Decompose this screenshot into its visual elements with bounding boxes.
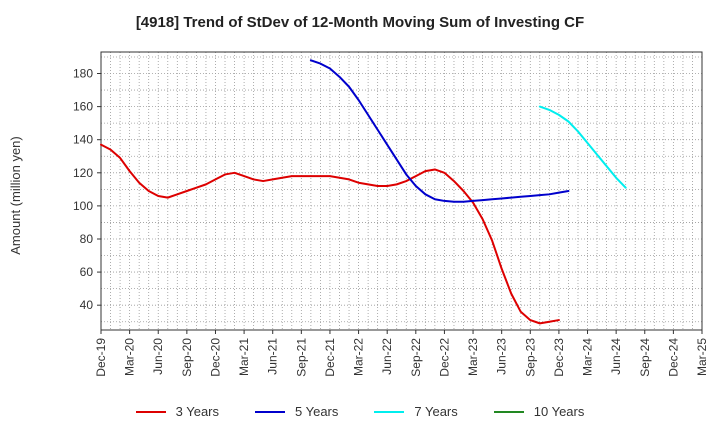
x-tick-label: Mar-21	[237, 338, 251, 376]
x-tick-label: Sep-20	[180, 338, 194, 377]
legend-item: 3 Years	[135, 404, 219, 419]
legend-label: 3 Years	[175, 404, 219, 419]
y-tick-label: 180	[73, 67, 93, 81]
y-tick-label: 40	[80, 298, 94, 312]
x-tick-label: Dec-23	[552, 338, 566, 377]
legend-swatch	[135, 410, 166, 413]
x-tick-label: Jun-21	[266, 338, 280, 375]
legend-item: 5 Years	[255, 404, 338, 419]
legend-label: 7 Years	[414, 404, 458, 419]
x-tick-label: Dec-21	[323, 338, 337, 377]
x-tick-label: Jun-24	[609, 338, 623, 375]
x-tick-label: Mar-22	[352, 338, 366, 376]
legend-swatch	[493, 410, 524, 413]
series-line	[309, 59, 570, 203]
chart-title: [4918] Trend of StDev of 12-Month Moving…	[135, 14, 585, 31]
x-tick-label: Mar-23	[466, 338, 480, 376]
legend-label: 5 Years	[295, 404, 339, 419]
chart-legend: 3 Years 5 Years 7 Years 10 Years	[0, 404, 720, 419]
x-tick-label: Sep-22	[409, 338, 423, 377]
x-tick-label: Sep-24	[638, 338, 652, 377]
y-tick-label: 160	[73, 100, 93, 114]
x-tick-label: Dec-24	[666, 338, 680, 377]
legend-swatch	[374, 410, 405, 413]
x-tick-label: Sep-23	[523, 338, 537, 377]
legend-item: 10 Years	[493, 404, 585, 419]
y-tick-label: 60	[80, 265, 94, 279]
plot-background	[101, 52, 702, 330]
x-tick-label: Jun-20	[151, 338, 165, 375]
x-tick-label: Jun-23	[495, 338, 509, 375]
y-tick-label: 120	[73, 166, 93, 180]
x-tick-label: Mar-20	[123, 338, 137, 376]
x-tick-label: Jun-22	[380, 338, 394, 375]
x-tick-label: Dec-20	[208, 338, 222, 377]
x-tick-label: Mar-25	[695, 338, 709, 376]
x-tick-label: Sep-21	[294, 338, 308, 377]
plot-border	[100, 51, 703, 331]
x-tick-label: Dec-22	[437, 338, 451, 377]
legend-swatch	[255, 410, 285, 413]
y-tick-label: 80	[80, 232, 94, 246]
legend-label: 10 Years	[533, 404, 585, 419]
chart-plot: 40 60 80 100 120 140 160 180 Dec-19 Mar-20 Jun-20 S…	[73, 51, 709, 377]
series-line	[538, 105, 627, 189]
y-tick-label: 140	[73, 133, 93, 147]
y-tick-label: 100	[73, 199, 93, 213]
legend-item: 7 Years	[374, 404, 458, 419]
x-tick-label: Dec-19	[94, 338, 108, 377]
series-line	[100, 143, 560, 325]
x-tick-label: Mar-24	[581, 338, 595, 376]
